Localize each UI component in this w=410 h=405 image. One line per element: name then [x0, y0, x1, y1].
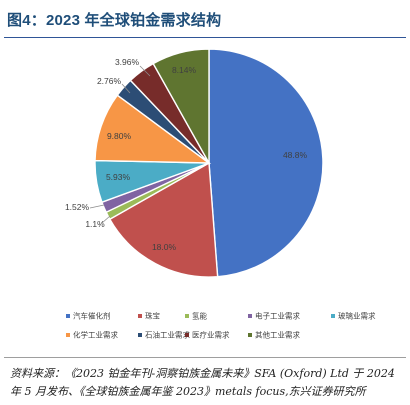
legend-label: 化学工业需求: [73, 330, 118, 340]
legend-marker: [185, 333, 189, 337]
legend-item: 珠宝: [138, 311, 160, 321]
legend-item: 玻璃业需求: [331, 311, 376, 321]
legend-item: 电子工业需求: [248, 311, 300, 321]
legend-marker: [138, 314, 142, 318]
legend-label: 医疗业需求: [192, 330, 230, 340]
legend-item: 石油工业需求: [138, 330, 190, 340]
legend-marker: [248, 333, 252, 337]
chart-title: 图4：2023 年全球铂金需求结构: [7, 12, 222, 29]
legend-label: 其他工业需求: [255, 330, 300, 340]
pie-slice: [208, 48, 324, 278]
legend-marker: [331, 314, 335, 318]
legend-marker: [66, 314, 70, 318]
slice-value-label: 48.8%: [283, 150, 308, 160]
slice-value-label: 18.0%: [152, 242, 177, 252]
legend-item: 其他工业需求: [248, 330, 300, 340]
leader-line: [89, 204, 105, 209]
legend-item: 化学工业需求: [66, 330, 118, 340]
slice-value-label: 8.14%: [172, 65, 197, 75]
source-note: 资料来源：《2023 铂金年刊-洞察铂族金属未来》SFA (Oxford) Lt…: [10, 367, 395, 398]
legend-item: 氢能: [185, 311, 207, 321]
legend-label: 珠宝: [145, 311, 160, 321]
slice-labels: 48.8% 18.0% 1.1% 1.52% 5.93% 9.80% 2.76% 3.96% 8…: [65, 57, 308, 252]
leader-line: [121, 83, 131, 94]
leader-line: [139, 65, 151, 77]
legend-label: 氢能: [192, 311, 207, 321]
slice-value-label: 5.93%: [106, 172, 131, 182]
legend-marker: [248, 314, 252, 318]
pie-slice: [152, 48, 210, 166]
leader-line: [101, 215, 111, 224]
title-divider: [4, 37, 406, 38]
pie-slice: [108, 161, 219, 278]
slice-value-label: 2.76%: [97, 76, 122, 86]
legend-marker: [138, 333, 142, 337]
legend-item: 医疗业需求: [185, 330, 230, 340]
legend-label: 汽车催化剂: [73, 311, 111, 321]
slice-value-label: 3.96%: [115, 57, 140, 67]
pie-slices: [94, 48, 324, 278]
legend-label: 电子工业需求: [255, 311, 300, 321]
leader-lines: [89, 65, 151, 224]
slice-value-label: 9.80%: [107, 131, 132, 141]
pie-chart: 48.8% 18.0% 1.1% 1.52% 5.93% 9.80% 2.76% 3.96% 8…: [65, 48, 376, 340]
legend-label: 玻璃业需求: [338, 311, 376, 321]
slice-value-label: 1.52%: [65, 202, 90, 212]
source-divider: [4, 357, 406, 358]
slice-value-label: 1.1%: [85, 219, 105, 229]
legend-item: 汽车催化剂: [66, 311, 111, 321]
legend-label: 石油工业需求: [145, 330, 190, 340]
legend-marker: [185, 314, 189, 318]
legend-marker: [66, 333, 70, 337]
